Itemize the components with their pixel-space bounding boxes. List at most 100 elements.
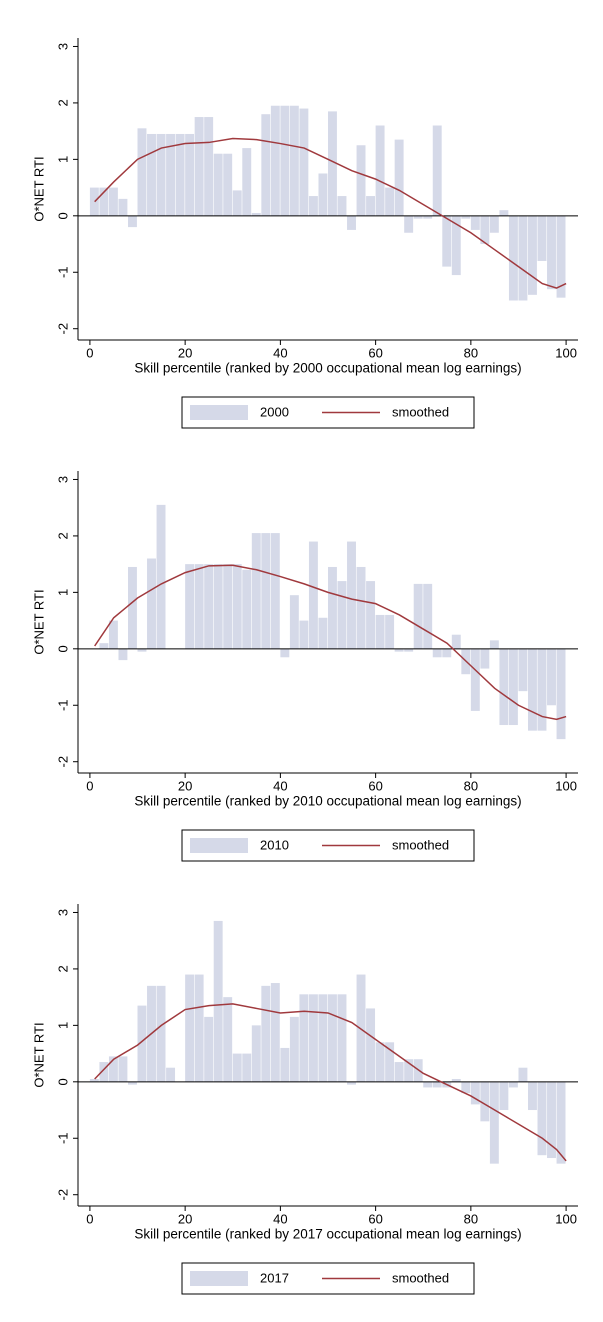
bar xyxy=(204,117,214,216)
bar xyxy=(261,114,271,216)
smoothed-line xyxy=(94,1003,567,1162)
bar xyxy=(213,153,223,216)
bar xyxy=(156,985,166,1082)
bar xyxy=(442,215,452,267)
bar xyxy=(223,997,233,1082)
bar xyxy=(347,1081,356,1085)
bar xyxy=(508,215,518,301)
bar xyxy=(194,564,204,649)
x-axis-label: Skill percentile (ranked by 2017 occupat… xyxy=(134,1227,521,1242)
bar xyxy=(461,1081,471,1094)
y-axis-label: O*NET RTI xyxy=(31,589,46,654)
bar xyxy=(470,1081,480,1105)
bar xyxy=(518,215,528,301)
legend-swatch xyxy=(190,1271,248,1286)
bar xyxy=(280,1047,290,1082)
bar xyxy=(118,1056,128,1082)
bar xyxy=(232,564,242,649)
bar xyxy=(299,108,309,216)
bar xyxy=(499,1081,509,1111)
bar xyxy=(137,128,147,216)
bar xyxy=(289,105,299,216)
bar xyxy=(251,533,261,649)
x-tick-label: 60 xyxy=(368,778,382,793)
smoothed-line xyxy=(94,137,567,289)
x-tick-label: 0 xyxy=(86,345,93,360)
y-tick-label: 3 xyxy=(55,476,70,483)
bar xyxy=(489,640,499,649)
bar xyxy=(547,1081,556,1159)
legend-label: smoothed xyxy=(392,1270,449,1285)
y-axis-label: O*NET RTI xyxy=(31,156,46,221)
bar xyxy=(556,648,566,740)
bar xyxy=(185,133,195,216)
bar xyxy=(89,187,99,216)
legend-label: smoothed xyxy=(392,837,449,852)
bar xyxy=(375,614,385,649)
bar xyxy=(289,595,299,649)
bar xyxy=(213,920,223,1082)
bar xyxy=(518,648,528,692)
bar xyxy=(537,648,547,731)
bar xyxy=(232,1053,242,1082)
bar xyxy=(366,581,376,649)
bar xyxy=(99,187,109,216)
legend-label: 2017 xyxy=(260,1270,289,1285)
bar xyxy=(118,198,128,216)
bar xyxy=(375,1042,385,1082)
x-tick-label: 40 xyxy=(273,345,287,360)
bar xyxy=(270,983,280,1082)
bar xyxy=(89,1078,99,1082)
bar xyxy=(537,215,547,261)
y-tick-label: 2 xyxy=(55,99,70,106)
bar xyxy=(108,187,118,216)
bar xyxy=(251,1025,261,1082)
bar xyxy=(270,533,280,649)
bar xyxy=(308,994,318,1082)
bar xyxy=(242,1053,252,1082)
bar xyxy=(337,581,347,649)
bar xyxy=(289,1016,299,1082)
bar xyxy=(128,566,137,649)
bar xyxy=(480,215,490,245)
bar xyxy=(451,634,461,649)
bar xyxy=(385,187,395,216)
bar xyxy=(99,1062,109,1082)
bar xyxy=(213,564,223,649)
y-tick-label: 1 xyxy=(55,589,70,596)
legend-label: smoothed xyxy=(392,404,449,419)
x-tick-label: 100 xyxy=(555,345,577,360)
x-axis-label: Skill percentile (ranked by 2010 occupat… xyxy=(134,794,521,809)
bar xyxy=(451,215,461,276)
y-tick-label: -2 xyxy=(55,1189,70,1201)
bar xyxy=(261,533,271,649)
bar xyxy=(194,117,204,216)
bar xyxy=(223,153,233,216)
y-tick-label: 2 xyxy=(55,965,70,972)
bar xyxy=(347,215,356,230)
bar xyxy=(99,643,109,649)
bar xyxy=(489,1081,499,1164)
bar xyxy=(108,620,118,649)
bar xyxy=(432,1081,442,1088)
bar xyxy=(128,215,137,228)
bar xyxy=(280,105,290,216)
bar xyxy=(394,139,404,216)
y-tick-label: 1 xyxy=(55,156,70,163)
x-tick-label: 60 xyxy=(368,1211,382,1226)
bar xyxy=(528,215,537,295)
y-tick-label: -1 xyxy=(55,266,70,278)
bar xyxy=(166,1067,176,1082)
bar xyxy=(261,985,271,1082)
y-tick-label: -2 xyxy=(55,323,70,335)
y-tick-label: 0 xyxy=(55,212,70,219)
y-tick-label: 0 xyxy=(55,645,70,652)
x-tick-label: 0 xyxy=(86,778,93,793)
bar xyxy=(328,994,337,1082)
bar xyxy=(328,566,337,649)
bar xyxy=(175,133,185,216)
bar xyxy=(404,215,414,233)
bar xyxy=(394,648,404,652)
bar xyxy=(156,133,166,216)
bar xyxy=(432,648,442,658)
